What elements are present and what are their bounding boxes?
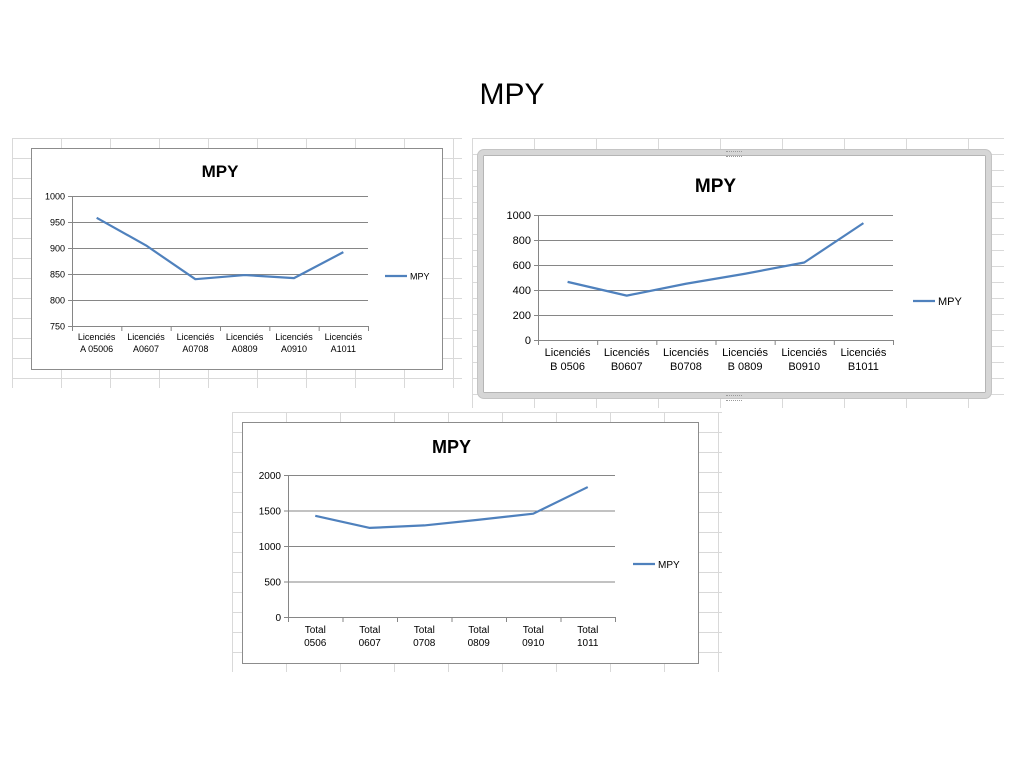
x-tick-label-line: A0708 [182,344,208,354]
x-tick-label-line: B0910 [788,361,820,373]
x-tick-label-line: A0910 [281,344,307,354]
x-tick-label-line: Total [577,625,598,636]
x-tick-label-line: 0809 [468,638,491,649]
chart-total[interactable]: MPY 0 500 1000 1500 2000 Total 0506 Total 0607 Tot… [242,422,699,664]
x-tick-label-line: A0809 [232,344,258,354]
x-tick-label-line: Licenciés [604,347,650,359]
y-tick-label: 600 [513,260,531,272]
x-tick-label: Licenciés A0708 [177,332,215,354]
series-line [315,486,589,529]
y-tick-label: 200 [513,310,531,322]
x-tick-label-line: 0607 [359,638,382,649]
x-tick-label-line: Total [305,625,326,636]
x-tick-label: Total 0607 [359,625,382,649]
x-tick-label: Total 0506 [304,625,327,649]
x-tick-label-line: A1011 [331,344,356,354]
x-tick-label-line: 0506 [304,638,327,649]
y-tick-label: 1000 [259,542,282,553]
x-tick-label: Licenciés B1011 [840,347,886,373]
x-tick-label: Licenciés B 0809 [722,347,768,373]
y-tick-label: 0 [525,335,531,347]
x-tick-label: Total 0809 [468,625,491,649]
x-tick-label-line: Licenciés [663,347,709,359]
y-tick-label: 800 [513,235,531,247]
x-tick-label: Licenciés A0607 [127,332,165,354]
y-tick-label: 0 [275,613,281,624]
x-tick-label-line: Licenciés [781,347,827,359]
y-tick-label: 400 [513,285,531,297]
y-tick-label: 750 [50,322,65,332]
x-tick-label-line: Total [523,625,544,636]
legend-label: MPY [938,296,963,308]
y-tick-label: 850 [50,270,65,280]
y-tick-label: 1500 [259,506,282,517]
x-tick-label-line: A 05006 [80,344,113,354]
x-tick-label-line: Licenciés [127,332,165,342]
x-tick-label: Licenciés B0708 [663,347,709,373]
x-tick-label-line: Total [468,625,489,636]
x-tick-label-line: Licenciés [722,347,768,359]
x-tick-label-line: Licenciés [226,332,264,342]
resize-handle-bottom[interactable] [726,395,742,401]
x-tick-label-line: Licenciés [840,347,886,359]
chart-licencies-b[interactable]: MPY 0 200 400 600 800 1000 Licenciés B 0506 Licen… [478,150,991,398]
y-tick-label: 800 [50,296,65,306]
chart-title: MPY [202,162,240,181]
x-tick-label-line: Licenciés [177,332,215,342]
x-tick-label-line: Licenciés [78,332,116,342]
x-tick-label: Licenciés B 0506 [545,347,591,373]
resize-handle-top[interactable] [726,151,742,157]
x-tick-label-line: Licenciés [325,332,363,342]
x-tick-label-line: Total [414,625,435,636]
series-line [567,222,865,297]
x-tick-label: Licenciés A0809 [226,332,264,354]
x-tick-label-line: Licenciés [275,332,313,342]
chart-title: MPY [695,176,737,197]
x-tick-label-line: 0910 [522,638,545,649]
x-tick-label-line: B 0506 [550,361,585,373]
x-tick-label-line: Licenciés [545,347,591,359]
x-tick-label: Licenciés A0910 [275,332,313,354]
x-tick-label: Total 0708 [413,625,436,649]
x-tick-label: Total 1011 [577,625,599,649]
x-tick-label: Licenciés B0910 [781,347,827,373]
legend-label: MPY [410,272,430,282]
x-tick-label-line: A0607 [133,344,159,354]
chart-title: MPY [432,437,471,457]
x-tick-label-line: B1011 [848,361,879,373]
y-tick-label: 2000 [259,471,282,482]
y-tick-label: 950 [50,218,65,228]
x-tick-label: Total 0910 [522,625,545,649]
x-tick-label: Licenciés A1011 [325,332,363,354]
x-tick-label: Licenciés B0607 [604,347,650,373]
x-tick-label-line: 1011 [577,638,599,649]
y-tick-label: 1000 [507,210,531,222]
x-tick-label: Licenciés A 05006 [78,332,116,354]
chart-licencies-a[interactable]: MPY 750 800 850 900 950 1000 Licenciés A 05006 Li… [31,148,443,370]
x-tick-label-line: Total [359,625,380,636]
legend-label: MPY [658,560,680,571]
slide-title: MPY [479,78,545,111]
y-tick-label: 900 [50,244,65,254]
y-tick-label: 500 [264,577,281,588]
x-tick-label-line: B0708 [670,361,702,373]
x-tick-label-line: 0708 [413,638,436,649]
series-line [96,216,344,281]
y-tick-label: 1000 [45,192,65,202]
x-tick-label-line: B 0809 [728,361,763,373]
x-tick-label-line: B0607 [611,361,643,373]
